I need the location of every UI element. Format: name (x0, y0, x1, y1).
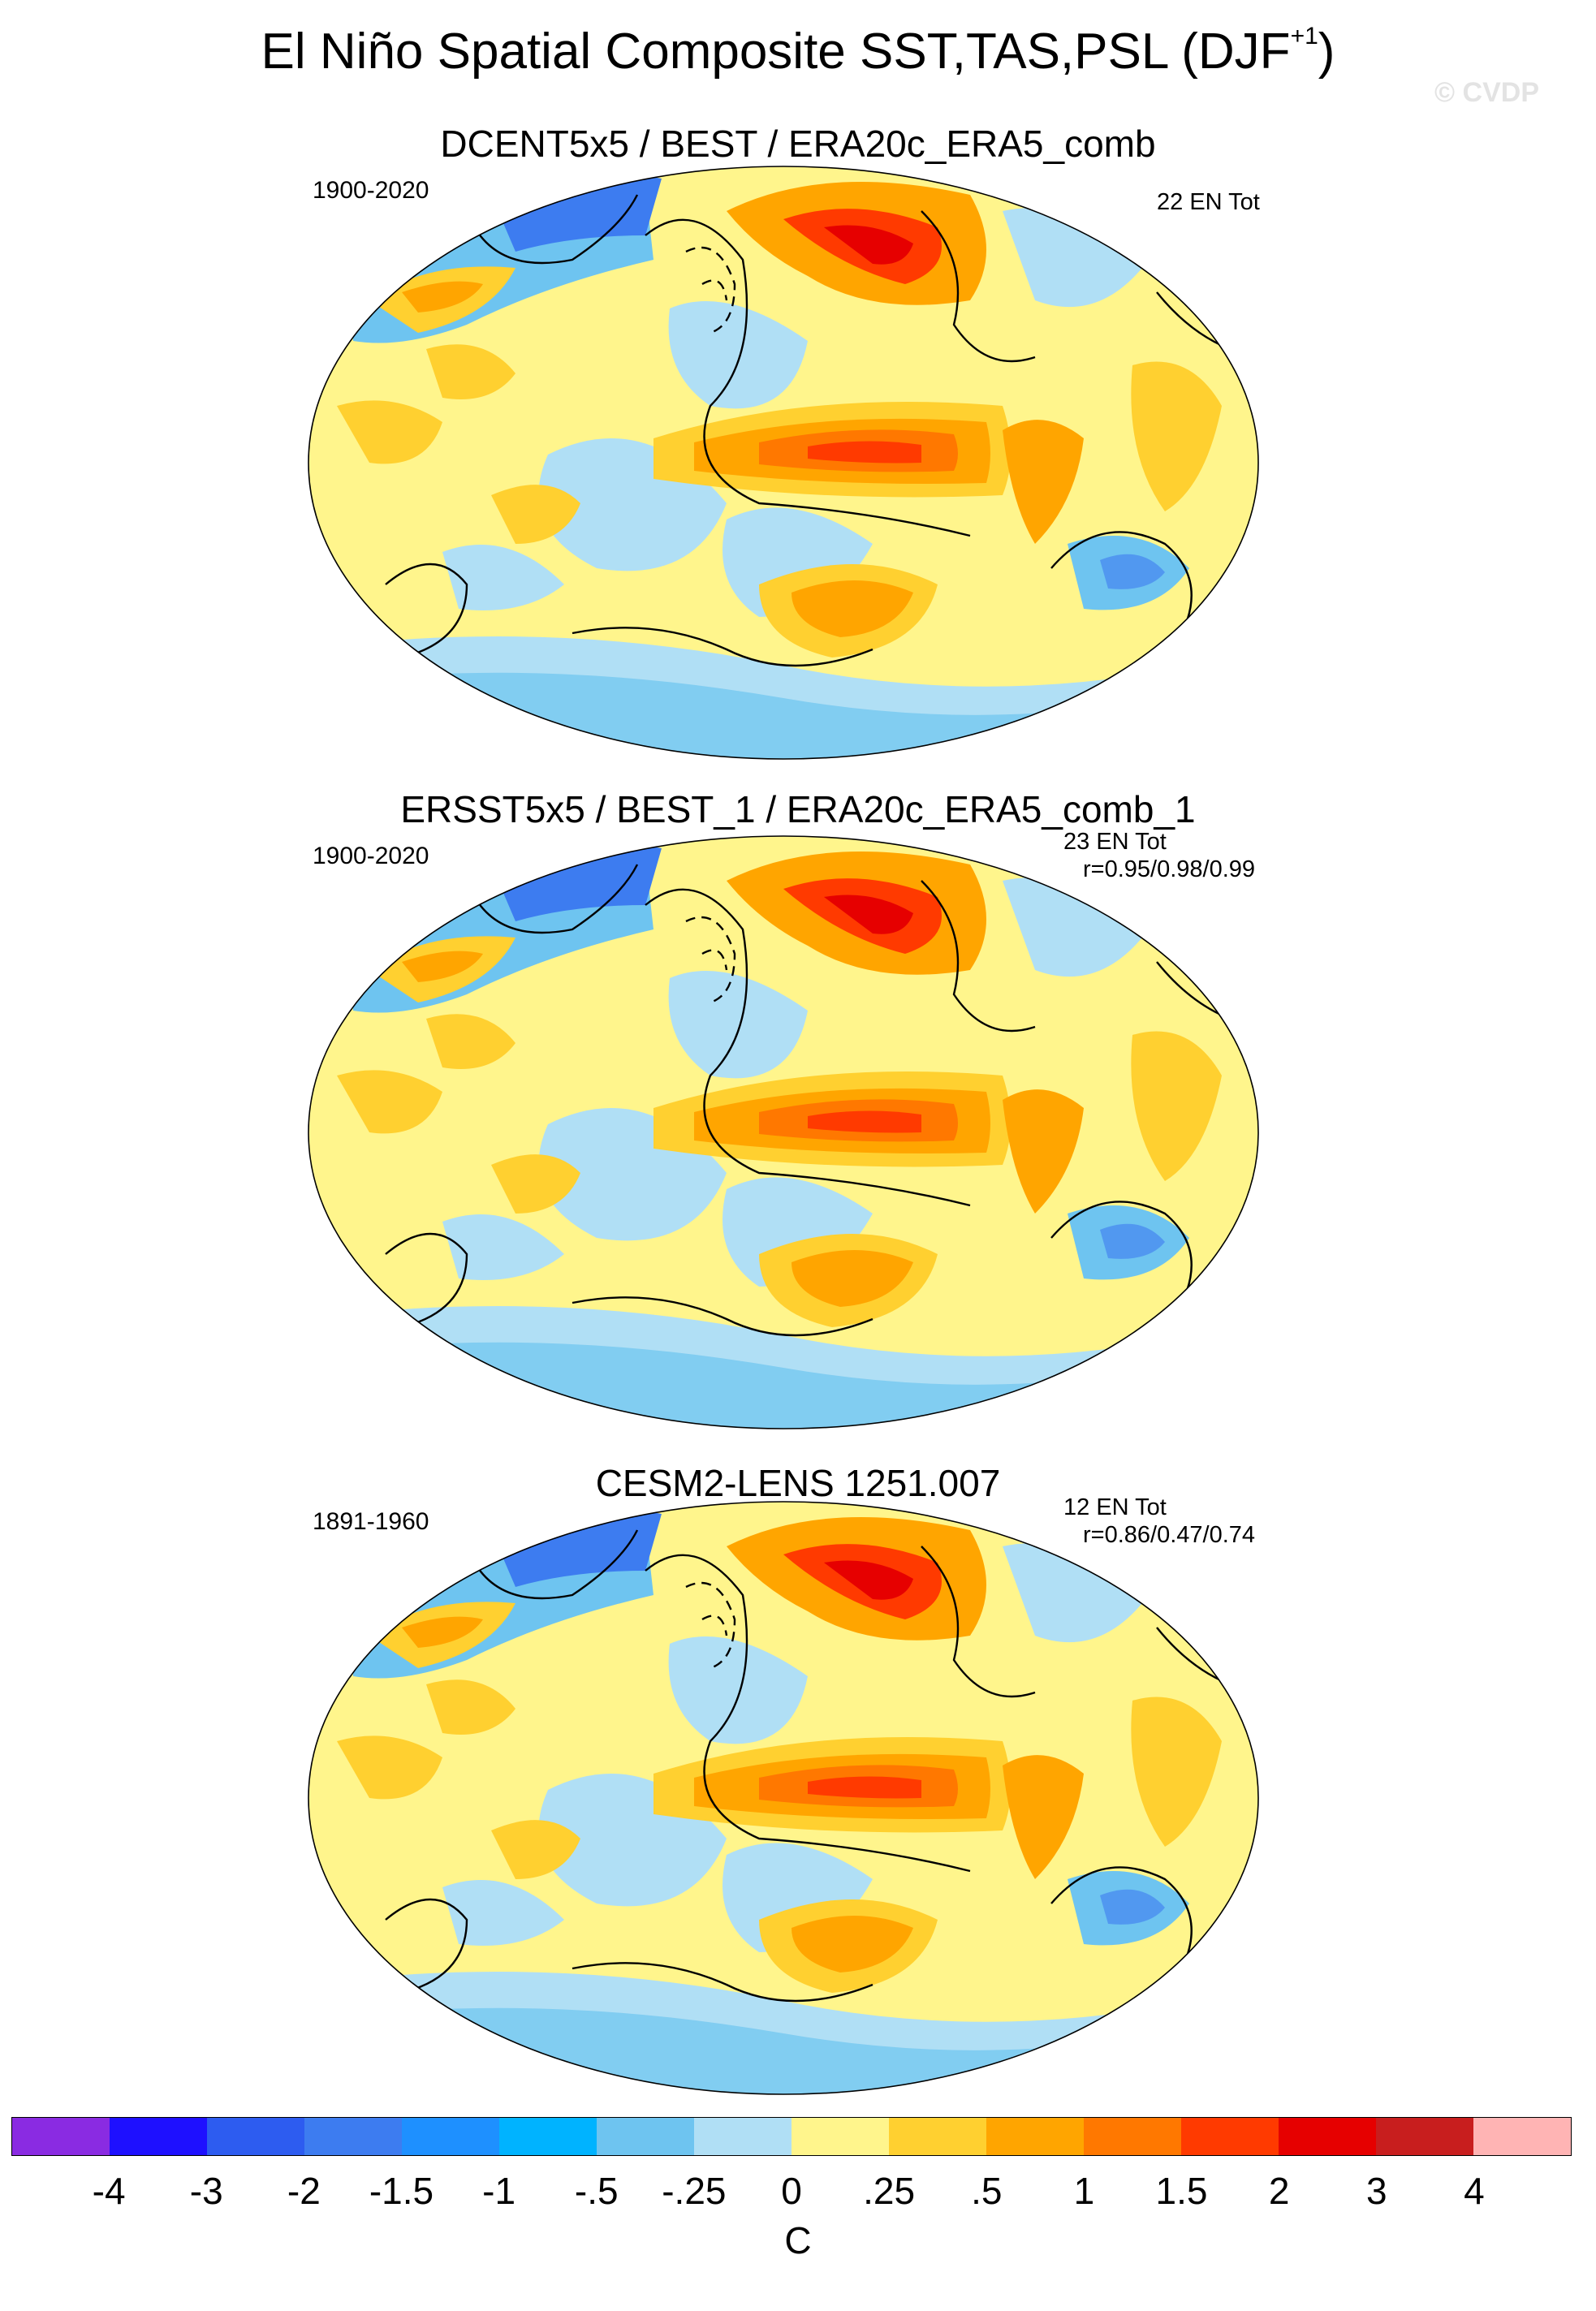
colorbar-tick-label: -3 (189, 2170, 223, 2212)
colorbar (11, 2117, 1572, 2156)
cvdp-watermark: © CVDP (1434, 77, 1539, 108)
colorbar-tick-label: 3 (1365, 2170, 1387, 2212)
colorbar-tick-label: -1.5 (369, 2170, 434, 2212)
colorbar-tick-label: -4 (92, 2170, 126, 2212)
panel-2-corr: r=0.95/0.98/0.99 (1083, 856, 1256, 882)
colorbar-swatch (1473, 2118, 1571, 2155)
colorbar-swatch (1279, 2118, 1376, 2155)
colorbar-tick-label: .25 (863, 2170, 916, 2212)
colorbar-tick-label: .5 (971, 2170, 1003, 2212)
colorbar-swatch (207, 2118, 304, 2155)
panel-3-stats: 12 EN Tot r=0.86/0.47/0.74 (1063, 1494, 1255, 1549)
colorbar-tick-label: -2 (287, 2170, 321, 2212)
panel-2-title: ERSST5x5 / BEST_1 / ERA20c_ERA5_comb_1 (400, 788, 1196, 830)
colorbar-tick-label: -.25 (662, 2170, 727, 2212)
panel-2-stats: 23 EN Tot r=0.95/0.98/0.99 (1063, 828, 1255, 883)
panel-3-title: CESM2-LENS 1251.007 (595, 1462, 1001, 1504)
colorbar-tick-label: -.5 (574, 2170, 619, 2212)
colorbar-swatch (694, 2118, 792, 2155)
colorbar-swatch (889, 2118, 986, 2155)
colorbar-swatch (304, 2118, 402, 2155)
colorbar-swatch (12, 2118, 110, 2155)
colorbar-swatch (1376, 2118, 1473, 2155)
panel-3-map (300, 1498, 1266, 2098)
colorbar-swatch (110, 2118, 207, 2155)
colorbar-tick-label: 4 (1464, 2170, 1485, 2212)
panel-1-title: DCENT5x5 / BEST / ERA20c_ERA5_comb (440, 123, 1156, 165)
panel-1-period: 1900-2020 (313, 177, 429, 204)
panel-2-count: 23 EN Tot (1063, 829, 1167, 855)
colorbar-labels: -4 -3 -2 -1.5 -1 -.5 -.25 0 .25 .5 1 1.5 2 3 4 (0, 2169, 1596, 2218)
colorbar-tick-label: 0 (781, 2170, 802, 2212)
colorbar-tick-label: -1 (482, 2170, 516, 2212)
panel-1-stats: 22 EN Tot (1157, 188, 1260, 216)
colorbar-tick-label: 2 (1268, 2170, 1290, 2212)
colorbar-tick-label: 1.5 (1155, 2170, 1208, 2212)
panel-3-period: 1891-1960 (313, 1508, 429, 1535)
colorbar-swatch (986, 2118, 1084, 2155)
panel-1-map (300, 162, 1266, 763)
panel-2-map (300, 832, 1266, 1433)
figure-title: El Niño Spatial Composite SST,TAS,PSL (D… (261, 23, 1335, 80)
colorbar-unit: C (784, 2219, 812, 2261)
colorbar-swatch (499, 2118, 597, 2155)
colorbar-swatch (792, 2118, 889, 2155)
panel-3-count: 12 EN Tot (1063, 1494, 1167, 1520)
colorbar-tick-label: 1 (1073, 2170, 1095, 2212)
panel-1-count: 22 EN Tot (1157, 189, 1260, 215)
colorbar-swatch (597, 2118, 694, 2155)
colorbar-swatch (402, 2118, 499, 2155)
colorbar-swatch (1181, 2118, 1279, 2155)
panel-2-period: 1900-2020 (313, 843, 429, 869)
colorbar-swatch (1084, 2118, 1181, 2155)
panel-3-corr: r=0.86/0.47/0.74 (1083, 1522, 1256, 1548)
